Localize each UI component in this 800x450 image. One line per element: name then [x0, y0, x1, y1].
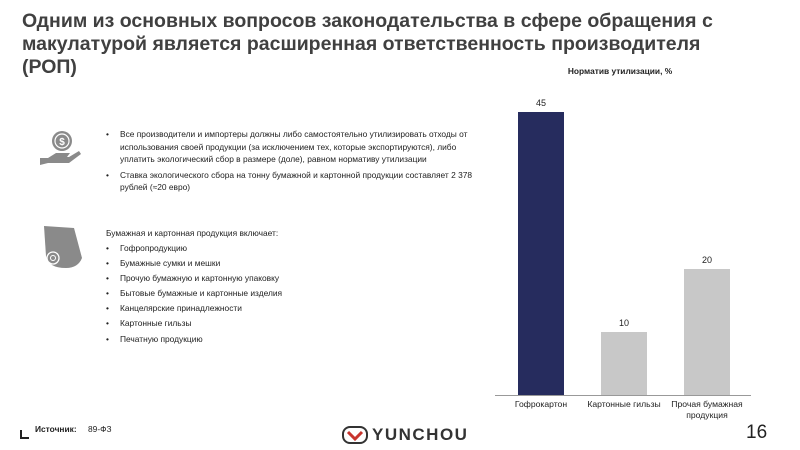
baseline [495, 395, 751, 396]
bullet: Гофропродукцию [106, 242, 476, 255]
money-icon: $ [40, 131, 81, 165]
source-label: Источник: [35, 424, 77, 434]
bullet: Картонные гильзы [106, 317, 476, 330]
bullet: Прочую бумажную и картонную упаковку [106, 272, 476, 285]
slide-title: Одним из основных вопросов законодательс… [22, 10, 713, 78]
value-label: 10 [618, 318, 629, 329]
bullet: Ставка экологического сбора на тонну бум… [106, 169, 478, 194]
logo-mark [342, 426, 368, 444]
products-list: Гофропродукцию Бумажные сумки и мешки Проч… [106, 242, 476, 348]
bullet: Все производители и импортеры должны либ… [106, 128, 478, 166]
value-label: 45 [535, 98, 546, 108]
obligations-list: Все производители и импортеры должны либ… [106, 128, 478, 197]
roll-icon [44, 226, 82, 268]
bullet: Бытовые бумажные и картонные изделия [106, 287, 476, 300]
page-number: 16 [746, 422, 768, 443]
source: 89-ФЗ [88, 424, 112, 434]
logo-text: YUNCHOU [372, 425, 469, 444]
corner-mark [20, 430, 29, 439]
bar [518, 112, 564, 395]
bullet: Печатную продукцию [106, 333, 476, 346]
category-label: Гофрокартон [514, 399, 568, 409]
chart-title: Норматив утилизации, % [567, 66, 673, 76]
bullet: Канцелярские принадлежности [106, 302, 476, 315]
bar [601, 332, 647, 395]
products-intro: Бумажная и картонная продукция включает: [106, 228, 279, 238]
category-label: Картонные гильзы [587, 399, 661, 409]
svg-text:$: $ [59, 137, 65, 148]
value-label: 20 [701, 255, 712, 266]
bullet: Бумажные сумки и мешки [106, 257, 476, 270]
category-label: Прочая бумажная продукция [671, 399, 743, 420]
bar [684, 269, 730, 395]
